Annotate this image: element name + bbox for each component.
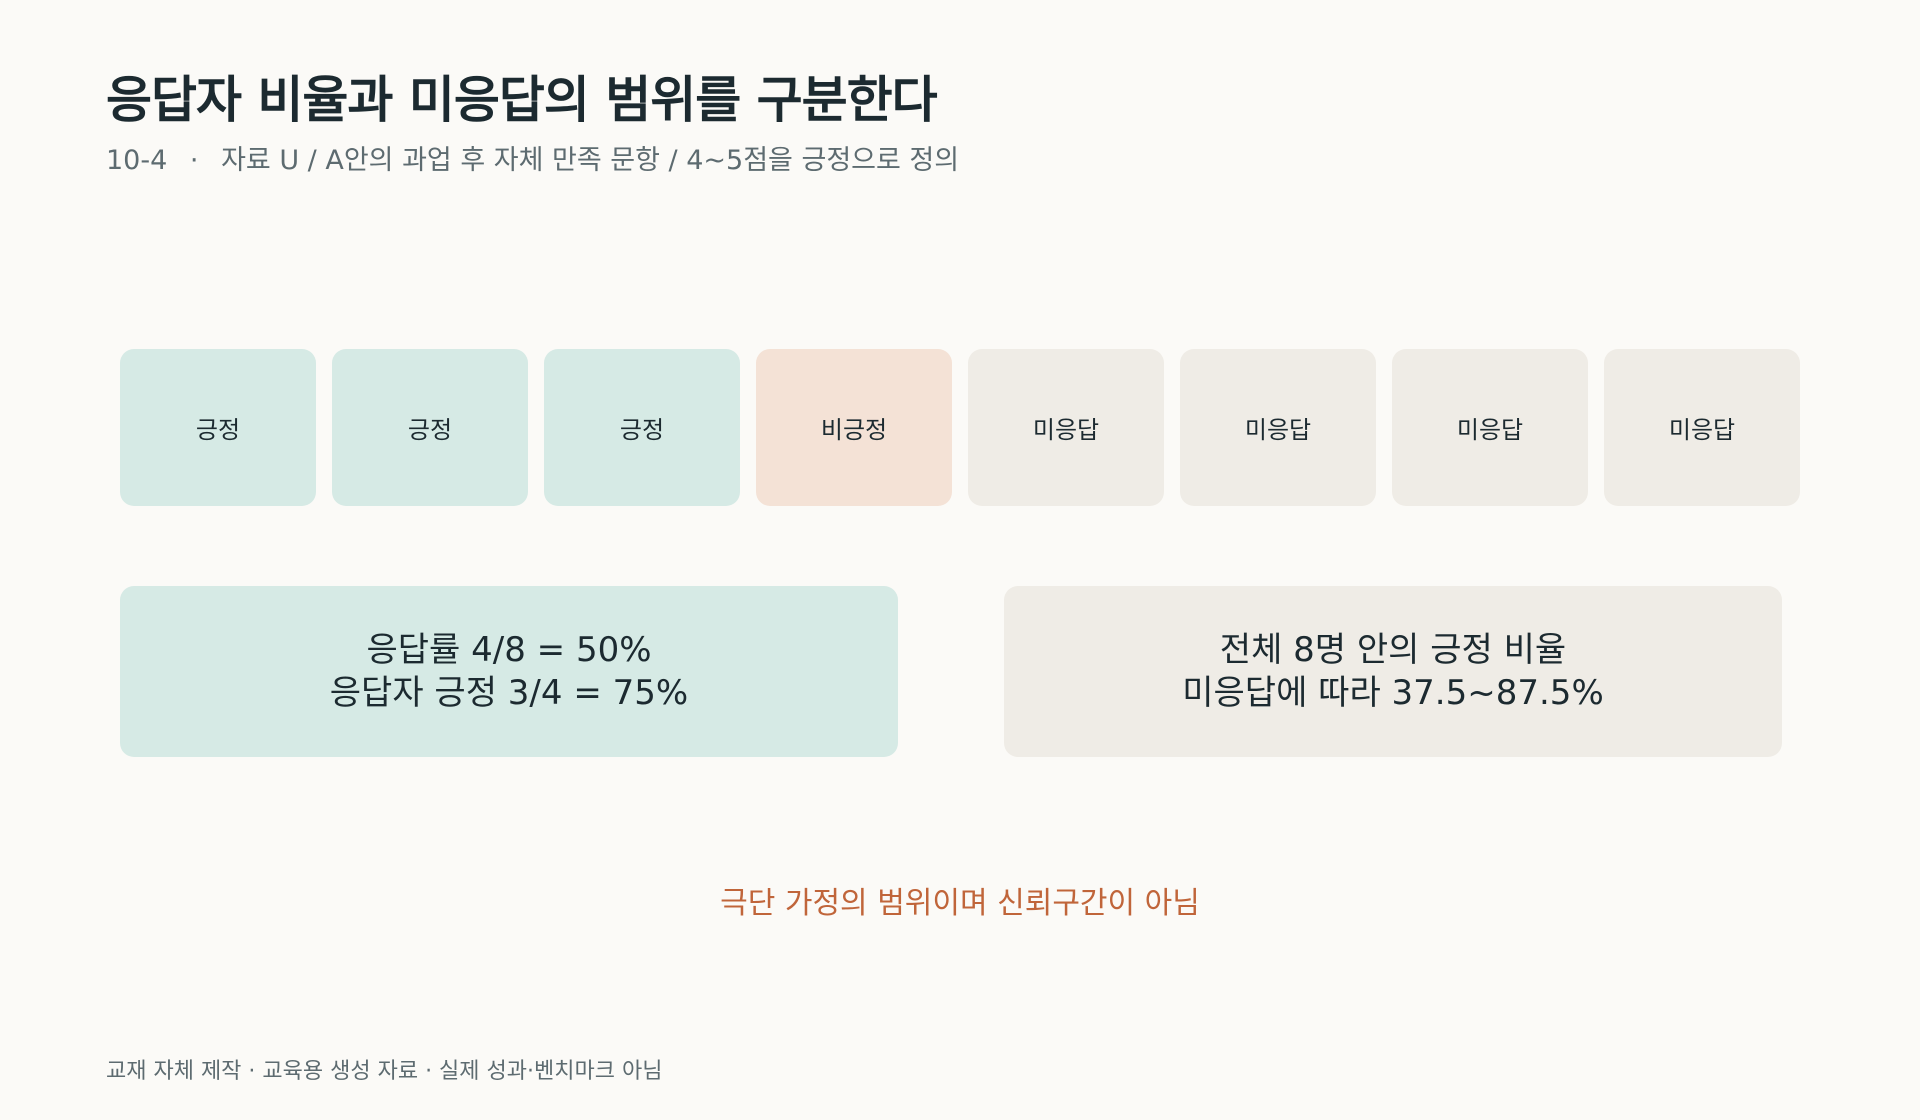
- response-card-label: 비긍정: [820, 416, 888, 444]
- footer-credit: 교재 자체 제작 · 교육용 생성 자료 · 실제 성과·벤치마크 아님: [106, 1059, 663, 1084]
- response-card-label: 미응답: [1456, 416, 1524, 444]
- respondent-positive-text: 응답자 긍정 3/4 = 75%: [329, 672, 689, 713]
- response-card: 미응답: [968, 349, 1164, 506]
- response-card-label: 긍정: [195, 416, 241, 444]
- response-rate-text: 응답률 4/8 = 50%: [366, 629, 652, 670]
- response-card-label: 긍정: [619, 416, 665, 444]
- total-positive-label: 전체 8명 안의 긍정 비율: [1219, 629, 1567, 670]
- response-card-label: 미응답: [1032, 416, 1100, 444]
- page-subtitle: 10-4 · 자료 U / A안의 과업 후 자체 만족 문항 / 4~5점을 …: [106, 138, 959, 177]
- response-card-label: 미응답: [1244, 416, 1312, 444]
- response-cards: 긍정 긍정 긍정 비긍정 미응답 미응답 미응답 미응답: [120, 349, 1800, 506]
- subtitle-separator: ·: [189, 145, 199, 176]
- response-card-label: 미응답: [1668, 416, 1736, 444]
- caveat-note: 극단 가정의 범위이며 신뢰구간이 아님: [720, 886, 1200, 921]
- total-range-panel: 전체 8명 안의 긍정 비율 미응답에 따라 37.5~87.5%: [1004, 586, 1782, 757]
- response-card: 긍정: [544, 349, 740, 506]
- positive-range-text: 미응답에 따라 37.5~87.5%: [1182, 672, 1604, 713]
- response-card: 미응답: [1604, 349, 1800, 506]
- response-card: 긍정: [332, 349, 528, 506]
- response-card: 비긍정: [756, 349, 952, 506]
- page-title: 응답자 비율과 미응답의 범위를 구분한다: [106, 71, 938, 129]
- respondent-ratio-panel: 응답률 4/8 = 50% 응답자 긍정 3/4 = 75%: [120, 586, 898, 757]
- response-card: 미응답: [1180, 349, 1376, 506]
- section-code: 10-4: [106, 145, 168, 176]
- response-card: 긍정: [120, 349, 316, 506]
- subtitle-description: 자료 U / A안의 과업 후 자체 만족 문항 / 4~5점을 긍정으로 정의: [221, 145, 960, 176]
- response-card-label: 긍정: [407, 416, 453, 444]
- response-card: 미응답: [1392, 349, 1588, 506]
